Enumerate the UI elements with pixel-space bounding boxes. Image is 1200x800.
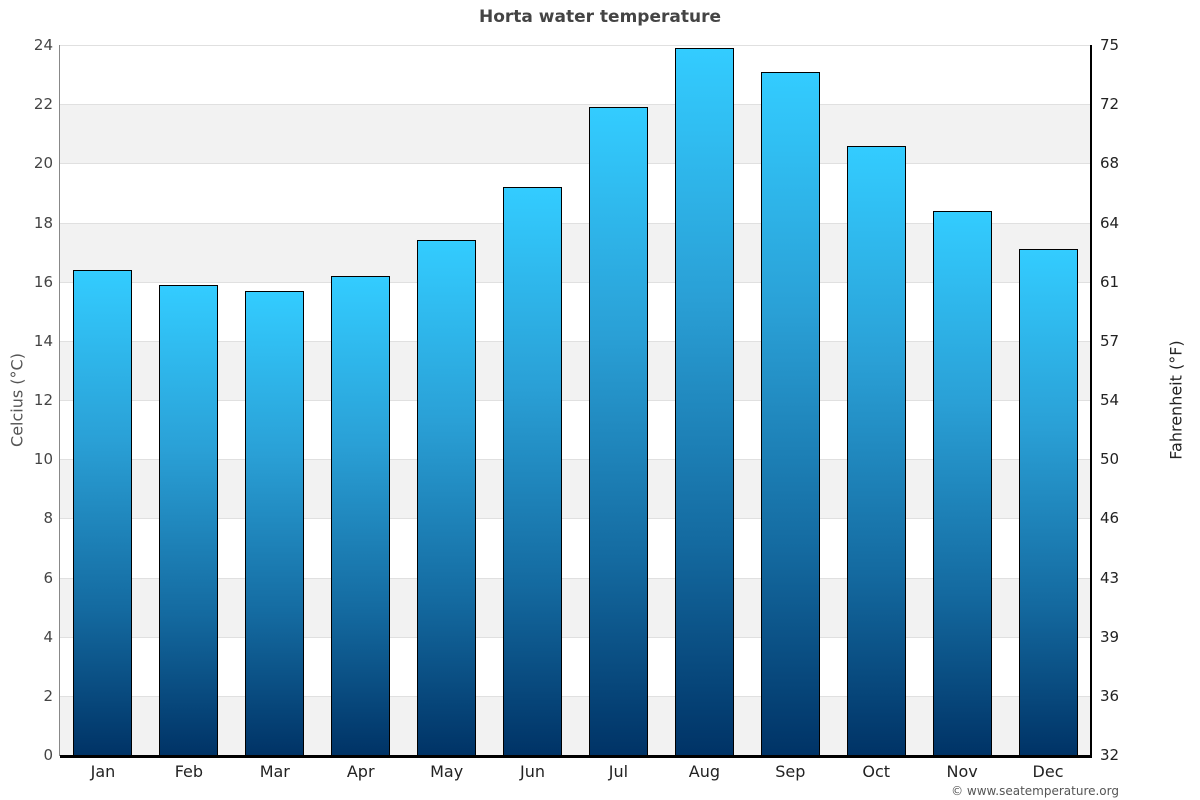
bar-dec[interactable] <box>1018 249 1078 756</box>
gridline <box>60 163 1091 165</box>
x-tick-label: Aug <box>688 762 720 781</box>
bar-sep[interactable] <box>760 71 820 756</box>
bar-feb[interactable] <box>159 284 219 756</box>
gridline <box>60 45 1091 46</box>
gridline <box>60 577 1091 579</box>
gridline <box>60 636 1091 638</box>
gridline <box>60 400 1091 401</box>
y-tick-label-right: 72 <box>1100 95 1120 114</box>
y-axis-right <box>1090 45 1092 756</box>
grid-band <box>60 459 1091 519</box>
y-tick-label: 12 <box>33 391 53 409</box>
gridline <box>60 222 1091 224</box>
gridline <box>60 340 1091 342</box>
y-tick-label-right: 68 <box>1100 154 1120 173</box>
y-tick-label: 20 <box>33 154 53 173</box>
x-axis <box>60 755 1092 758</box>
y-axis-label-right: Fahrenheit (°F) <box>1166 340 1186 460</box>
x-tick-label: Jul <box>608 762 629 781</box>
y-tick-label: 18 <box>33 213 53 232</box>
y-tick-label-right: 57 <box>1100 331 1120 350</box>
y-tick-label: 24 <box>33 36 53 54</box>
bar-jan[interactable] <box>73 269 133 756</box>
gridline <box>60 281 1091 283</box>
source-credit: © www.seatemperature.org <box>951 784 1119 798</box>
bar-jun[interactable] <box>503 187 563 756</box>
x-tick-label: Jan <box>90 762 116 781</box>
y-tick-label: 0 <box>43 746 53 764</box>
grid-band <box>60 222 1091 282</box>
x-tick-label: Sep <box>775 762 806 781</box>
y-tick-label-right: 54 <box>1100 391 1120 409</box>
grid-band <box>60 695 1091 755</box>
x-tick-label: Dec <box>1032 762 1064 781</box>
y-tick-label-right: 75 <box>1100 36 1120 54</box>
gridline <box>60 104 1091 106</box>
y-tick-label: 22 <box>33 95 53 114</box>
grid-band <box>60 577 1091 637</box>
x-tick-label: Apr <box>346 762 375 781</box>
y-tick-label: 10 <box>33 450 53 469</box>
x-tick-label: Jun <box>520 762 546 781</box>
y-tick-label-right: 64 <box>1100 213 1120 232</box>
bar-aug[interactable] <box>674 47 734 756</box>
bar-jul[interactable] <box>588 107 648 756</box>
x-tick-label: May <box>430 762 464 781</box>
grid-band <box>60 104 1091 164</box>
bar-nov[interactable] <box>932 210 992 756</box>
bar-mar[interactable] <box>245 290 305 756</box>
y-axis-left <box>59 45 60 756</box>
y-tick-label-right: 43 <box>1100 568 1120 587</box>
gridline <box>60 459 1091 461</box>
chart-title: Horta water temperature <box>478 7 721 27</box>
gridline <box>60 695 1091 697</box>
grid-band <box>60 340 1091 400</box>
bar-may[interactable] <box>417 240 477 756</box>
plot-area <box>60 45 1091 755</box>
y-tick-label: 14 <box>33 331 53 350</box>
y-tick-label-right: 50 <box>1100 450 1120 469</box>
gridline <box>60 518 1091 520</box>
y-tick-label: 8 <box>43 509 53 528</box>
bar-apr[interactable] <box>331 275 391 756</box>
y-axis-label-left: Celcius (°C) <box>7 353 27 447</box>
y-tick-label-right: 36 <box>1100 686 1120 705</box>
bar-oct[interactable] <box>846 145 906 756</box>
y-tick-label-right: 61 <box>1100 272 1120 291</box>
x-tick-label: Mar <box>259 762 290 781</box>
y-tick-label: 2 <box>43 686 53 705</box>
y-tick-label-right: 32 <box>1100 746 1120 764</box>
y-tick-label: 16 <box>33 272 53 291</box>
x-tick-label: Feb <box>174 762 204 781</box>
x-tick-label: Nov <box>946 762 978 781</box>
y-tick-label: 6 <box>43 568 53 587</box>
y-tick-label-right: 39 <box>1100 627 1120 646</box>
y-tick-label-right: 46 <box>1100 509 1120 528</box>
x-tick-label: Oct <box>862 762 891 781</box>
y-tick-label: 4 <box>43 627 53 646</box>
